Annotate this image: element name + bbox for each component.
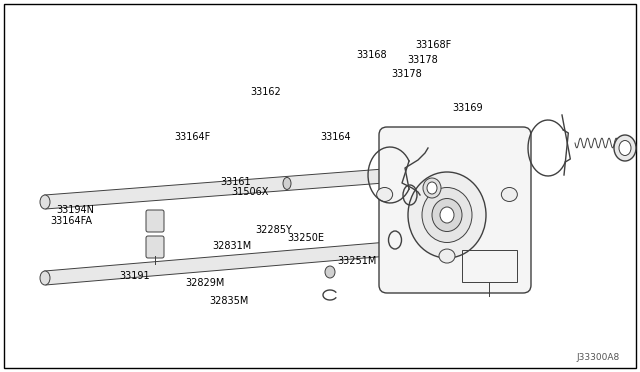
Ellipse shape <box>422 187 472 243</box>
Ellipse shape <box>408 172 486 258</box>
Text: 33178: 33178 <box>407 55 438 64</box>
FancyBboxPatch shape <box>146 236 164 258</box>
Ellipse shape <box>283 177 291 189</box>
Text: 32829M: 32829M <box>185 279 225 288</box>
Text: 33161: 33161 <box>220 177 251 187</box>
Ellipse shape <box>377 187 393 202</box>
Ellipse shape <box>40 271 50 285</box>
Bar <box>462 250 517 282</box>
Text: 33164: 33164 <box>320 132 351 142</box>
Ellipse shape <box>427 182 437 194</box>
Text: 33194N: 33194N <box>56 205 95 215</box>
Ellipse shape <box>432 199 462 231</box>
Ellipse shape <box>614 135 636 161</box>
Ellipse shape <box>439 249 455 263</box>
Ellipse shape <box>325 266 335 278</box>
Ellipse shape <box>501 187 517 202</box>
Text: 33251M: 33251M <box>337 256 377 266</box>
Text: 31506X: 31506X <box>231 187 268 197</box>
FancyBboxPatch shape <box>146 210 164 232</box>
Text: 33164F: 33164F <box>174 132 210 142</box>
Text: 32285Y: 32285Y <box>255 225 292 235</box>
Text: J33300A8: J33300A8 <box>577 353 620 362</box>
Polygon shape <box>44 241 401 285</box>
FancyBboxPatch shape <box>379 127 531 293</box>
Text: 33169: 33169 <box>452 103 483 113</box>
Polygon shape <box>44 167 410 209</box>
Text: 33178: 33178 <box>391 70 422 79</box>
Text: 33168F: 33168F <box>416 40 452 49</box>
Text: 33164FA: 33164FA <box>51 217 93 226</box>
Text: 32831M: 32831M <box>212 241 252 250</box>
Text: 33191: 33191 <box>119 271 150 281</box>
Ellipse shape <box>619 141 631 155</box>
Text: 33162: 33162 <box>250 87 281 97</box>
Ellipse shape <box>40 195 50 209</box>
Text: 33168: 33168 <box>356 50 387 60</box>
Text: 33250E: 33250E <box>287 233 324 243</box>
Ellipse shape <box>423 178 441 198</box>
Ellipse shape <box>440 207 454 223</box>
Text: 32835M: 32835M <box>209 296 249 305</box>
